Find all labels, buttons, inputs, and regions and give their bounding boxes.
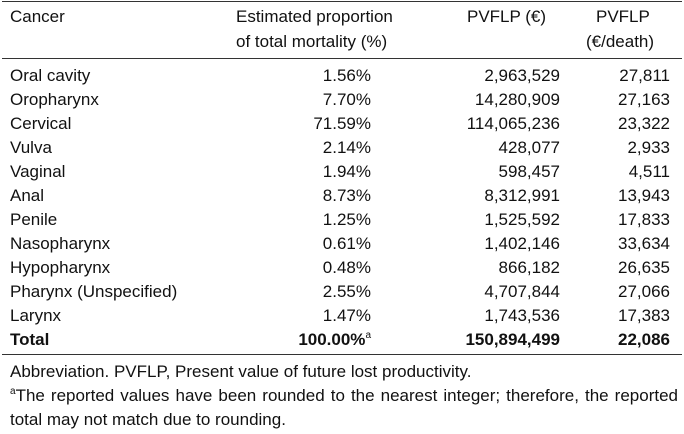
cell-cancer: Larynx (10, 306, 62, 325)
total-proportion: 100.00% (298, 330, 366, 349)
cell-proportion: 2.14% (322, 138, 371, 157)
bottom-rule (2, 354, 682, 355)
header-pvflp-per-death-line2: (€/death) (586, 32, 655, 51)
header-proportion-line2: of total mortality (%) (236, 32, 388, 51)
cell-pvflp: 4,707,844 (484, 282, 560, 301)
top-rule (2, 1, 682, 2)
cell-proportion: 1.47% (322, 306, 371, 325)
cell-pvflp: 1,743,536 (484, 306, 560, 325)
table-row: Pharynx (Unspecified) 2.55% 4,707,844 27… (0, 280, 684, 304)
cell-per-death: 2,933 (627, 138, 670, 157)
cell-per-death: 26,635 (618, 258, 670, 277)
cell-per-death: 23,322 (618, 114, 670, 133)
footnote-rounding-text: The reported values have been rounded to… (10, 386, 678, 429)
cell-proportion: 0.61% (322, 234, 371, 253)
cell-pvflp: 866,182 (498, 258, 560, 277)
cell-proportion: 0.48% (322, 258, 371, 277)
table-row: Nasopharynx 0.61% 1,402,146 33,634 (0, 232, 684, 256)
cell-proportion: 8.73% (322, 186, 371, 205)
cell-proportion: 2.55% (322, 282, 371, 301)
cell-cancer: Nasopharynx (10, 234, 111, 253)
cell-cancer: Penile (10, 210, 58, 229)
cell-pvflp: 598,457 (498, 162, 560, 181)
footnote-note-marker: a (10, 386, 16, 397)
cell-cancer: Vulva (10, 138, 52, 157)
cell-per-death: 17,833 (618, 210, 670, 229)
cell-pvflp: 1,525,592 (484, 210, 560, 229)
cell-pvflp: 2,963,529 (484, 66, 560, 85)
total-row: Total 100.00%a 150,894,499 22,086 (0, 328, 684, 352)
cell-cancer: Oropharynx (10, 90, 99, 109)
cell-pvflp: 14,280,909 (474, 90, 560, 109)
cell-proportion: 1.25% (322, 210, 371, 229)
header-rule (2, 58, 682, 59)
table-row: Cervical 71.59% 114,065,236 23,322 (0, 112, 684, 136)
cell-proportion: 1.94% (322, 162, 371, 181)
table-row: Penile 1.25% 1,525,592 17,833 (0, 208, 684, 232)
total-pvflp: 150,894,499 (465, 330, 560, 349)
table-row: Hypopharynx 0.48% 866,182 26,635 (0, 256, 684, 280)
footnote-abbreviation: Abbreviation. PVFLP, Present value of fu… (10, 362, 472, 381)
cell-cancer: Hypopharynx (10, 258, 111, 277)
cell-cancer: Cervical (10, 114, 72, 133)
cell-proportion: 1.56% (322, 66, 371, 85)
cell-cancer: Anal (10, 186, 45, 205)
cell-per-death: 17,383 (618, 306, 670, 325)
header-pvflp: PVFLP (€) (467, 7, 547, 26)
cell-cancer: Pharynx (Unspecified) (10, 282, 178, 301)
cell-per-death: 4,511 (628, 162, 670, 181)
footnote-rounding: aThe reported values have been rounded t… (10, 384, 678, 432)
footnote-marker: a (365, 330, 371, 341)
cell-per-death: 27,163 (618, 90, 670, 109)
table-row: Vaginal 1.94% 598,457 4,511 (0, 160, 684, 184)
cell-per-death: 33,634 (618, 234, 670, 253)
cell-pvflp: 8,312,991 (484, 186, 560, 205)
header-cancer: Cancer (10, 7, 65, 26)
cell-pvflp: 428,077 (498, 138, 560, 157)
cell-per-death: 13,943 (618, 186, 670, 205)
total-per-death: 22,086 (618, 330, 670, 349)
total-proportion-wrap: 100.00%a (298, 328, 371, 352)
header-proportion-line1: Estimated proportion (236, 7, 393, 26)
table-row: Anal 8.73% 8,312,991 13,943 (0, 184, 684, 208)
cell-cancer: Oral cavity (10, 66, 91, 85)
table-row: Larynx 1.47% 1,743,536 17,383 (0, 304, 684, 328)
table-row: Oropharynx 7.70% 14,280,909 27,163 (0, 88, 684, 112)
cell-pvflp: 114,065,236 (466, 114, 560, 133)
total-label: Total (10, 330, 50, 349)
cell-pvflp: 1,402,146 (484, 234, 560, 253)
cell-per-death: 27,811 (619, 66, 670, 85)
table-row: Oral cavity 1.56% 2,963,529 27,811 (0, 64, 684, 88)
cell-proportion: 71.59% (313, 114, 371, 133)
table-row: Vulva 2.14% 428,077 2,933 (0, 136, 684, 160)
cell-per-death: 27,066 (618, 282, 670, 301)
cell-proportion: 7.70% (322, 90, 371, 109)
cell-cancer: Vaginal (10, 162, 66, 181)
header-pvflp-per-death-line1: PVFLP (596, 7, 650, 26)
